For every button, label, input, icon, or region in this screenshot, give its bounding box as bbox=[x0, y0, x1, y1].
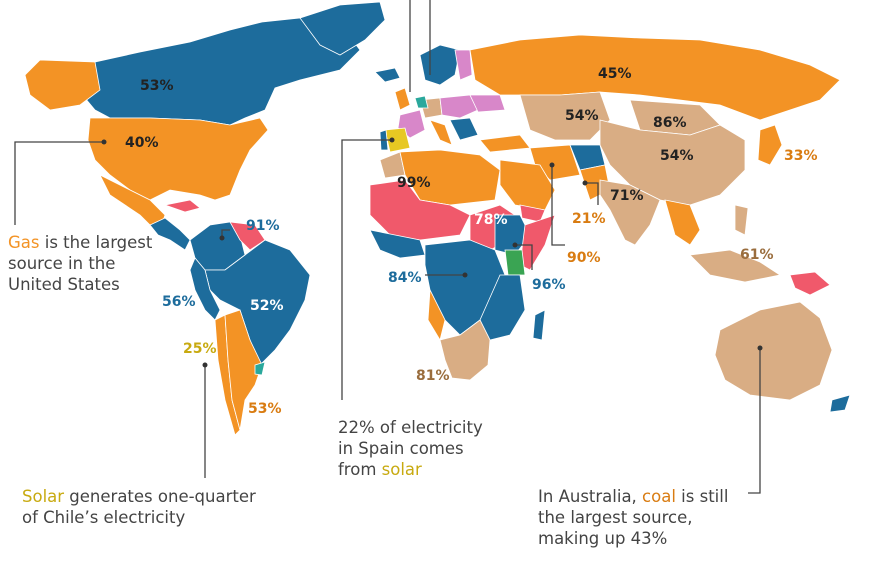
algeria-region bbox=[399, 149, 501, 206]
sahel-region bbox=[369, 179, 471, 241]
usa-share-label: 40% bbox=[125, 135, 159, 151]
indonesia-region bbox=[689, 249, 782, 283]
chile-annotation-highlight: Solar bbox=[22, 487, 65, 506]
russia-share-label: 45% bbox=[598, 66, 632, 82]
australia-annotation-line3: making up 43% bbox=[538, 529, 668, 548]
india-share-label: 71% bbox=[610, 188, 644, 204]
saudi-leader-dot bbox=[549, 162, 555, 168]
madagascar-region bbox=[532, 309, 546, 341]
china-region bbox=[599, 119, 746, 206]
australia-annotation-line2: the largest source, bbox=[538, 508, 693, 527]
australia-annotation-highlight: coal bbox=[642, 487, 676, 506]
china-share-label: 54% bbox=[660, 148, 694, 164]
australia-annotation-suffix: is still bbox=[675, 487, 729, 506]
finland-region bbox=[454, 49, 473, 81]
usa-annotation: Gas is the largest source in the United … bbox=[8, 232, 152, 295]
southeast-asia-region bbox=[664, 199, 701, 246]
uk-region bbox=[394, 87, 411, 111]
kenya-leader-dot bbox=[512, 242, 518, 248]
central-america-region bbox=[149, 217, 191, 251]
australia-annotation: In Australia, coal is still the largest … bbox=[538, 486, 728, 549]
kenya-leader-line bbox=[515, 244, 533, 270]
usa-leader-line bbox=[14, 141, 104, 225]
kenya-region bbox=[504, 249, 526, 276]
kenya-share-label: 96% bbox=[532, 277, 566, 293]
italy-region bbox=[429, 119, 453, 146]
chile-leader-dot bbox=[202, 362, 208, 368]
venezuela-region bbox=[229, 221, 266, 251]
australia-region bbox=[714, 301, 833, 401]
venezuela-leader-line bbox=[221, 229, 230, 238]
countries bbox=[24, 1, 851, 436]
algeria-share-label: 99% bbox=[397, 175, 431, 191]
iceland-region bbox=[374, 67, 401, 83]
png-region bbox=[789, 271, 831, 296]
caribbean-region bbox=[163, 199, 201, 213]
south-africa-share-label: 81% bbox=[416, 368, 450, 384]
japan-region bbox=[757, 124, 783, 166]
new-zealand-region bbox=[829, 394, 851, 413]
peru-share-label: 56% bbox=[162, 294, 196, 310]
pakistan-share-label: 21% bbox=[572, 211, 606, 227]
leader-dots bbox=[101, 137, 763, 368]
spain-annotation-line3: from bbox=[338, 460, 382, 479]
ukraine-region bbox=[469, 94, 506, 113]
canada-region bbox=[53, 17, 361, 126]
australia-annotation-prefix: In Australia, bbox=[538, 487, 643, 506]
argentina-share-label: 53% bbox=[248, 401, 282, 417]
congo-leader-dot bbox=[462, 272, 468, 278]
balkans-region bbox=[449, 117, 479, 141]
indonesia-share-label: 61% bbox=[740, 247, 774, 263]
spain-leader-line bbox=[341, 139, 392, 400]
central-europe-region bbox=[439, 94, 479, 119]
mongolia-share-label: 86% bbox=[653, 115, 687, 131]
india-region bbox=[599, 179, 661, 246]
japan-share-label: 33% bbox=[784, 148, 818, 164]
pakistan-leader-dot bbox=[582, 180, 588, 186]
alaska-region bbox=[24, 59, 101, 111]
philippines-region bbox=[734, 204, 749, 236]
pakistan-leader-line bbox=[585, 182, 599, 205]
leader-lines bbox=[14, 0, 761, 494]
usa-annotation-line1: is the largest bbox=[39, 233, 153, 252]
brazil-share-label: 52% bbox=[250, 298, 284, 314]
chile-share-label: 25% bbox=[183, 341, 217, 357]
uruguay-region bbox=[254, 361, 266, 376]
chile-annotation: Solar generates one-quarter of Chile’s e… bbox=[22, 486, 256, 528]
ethiopia-share-label: 78% bbox=[474, 212, 508, 228]
greenland-region bbox=[299, 1, 386, 56]
usa-annotation-highlight: Gas bbox=[8, 233, 40, 252]
scandinavia-region bbox=[419, 44, 461, 86]
spain-annotation-line2: in Spain comes bbox=[338, 439, 464, 458]
saudi-share-label: 90% bbox=[567, 250, 601, 266]
venezuela-share-label: 91% bbox=[246, 218, 280, 234]
south-africa-region bbox=[439, 319, 491, 381]
congo-share-label: 84% bbox=[388, 270, 422, 286]
australia-leader-line bbox=[748, 348, 761, 494]
spain-annotation: 22% of electricity in Spain comes from s… bbox=[338, 417, 483, 480]
spain-leader-dot bbox=[389, 137, 395, 143]
turkey-region bbox=[479, 134, 531, 153]
brazil-region bbox=[204, 239, 311, 366]
canada-share-label: 53% bbox=[140, 78, 174, 94]
benelux-region bbox=[414, 95, 429, 109]
usa-leader-dot bbox=[101, 139, 107, 145]
saudi-leader-line bbox=[551, 165, 565, 246]
usa-annotation-line2: source in the bbox=[8, 254, 116, 273]
australia-leader-dot bbox=[757, 345, 763, 351]
value-labels: 53% 40% 45% 54% 86% 54% 33% 71% 21% 90% … bbox=[125, 66, 818, 417]
usa-region bbox=[87, 117, 269, 201]
usa-annotation-line3: United States bbox=[8, 275, 120, 294]
chile-annotation-line2: of Chile’s electricity bbox=[22, 508, 186, 527]
spain-region bbox=[384, 127, 411, 153]
chile-annotation-line1: generates one-quarter bbox=[64, 487, 256, 506]
spain-annotation-highlight: solar bbox=[381, 460, 422, 479]
venezuela-leader-dot bbox=[219, 235, 225, 241]
argentina-region bbox=[224, 309, 263, 431]
somalia-region bbox=[519, 214, 556, 271]
spain-annotation-line1: 22% of electricity bbox=[338, 418, 483, 437]
kazakhstan-share-label: 54% bbox=[565, 108, 599, 124]
